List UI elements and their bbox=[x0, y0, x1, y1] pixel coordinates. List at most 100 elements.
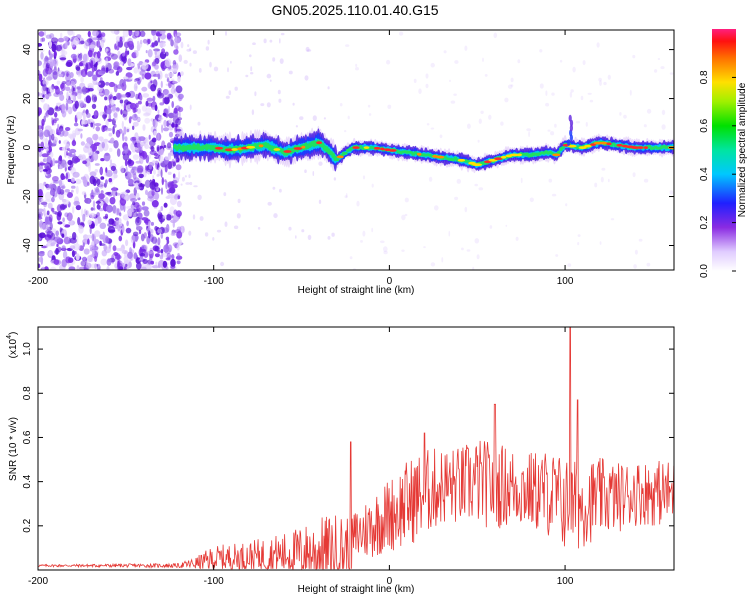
noise-speck bbox=[44, 199, 52, 203]
noise-speck bbox=[72, 206, 75, 214]
ridge-core bbox=[246, 145, 256, 149]
noise-speck bbox=[89, 171, 97, 177]
ridge-core bbox=[643, 146, 649, 150]
noise-speck bbox=[288, 70, 293, 75]
noise-speck bbox=[188, 174, 191, 179]
noise-speck bbox=[108, 132, 113, 137]
noise-speck bbox=[386, 59, 391, 65]
noise-speck bbox=[84, 209, 90, 218]
noise-speck bbox=[224, 221, 228, 227]
noise-speck bbox=[48, 40, 53, 49]
noise-speck bbox=[59, 189, 65, 195]
noise-speck bbox=[86, 234, 93, 239]
noise-speck bbox=[500, 121, 504, 126]
noise-speck bbox=[187, 44, 190, 48]
noise-speck bbox=[146, 170, 151, 175]
noise-speck bbox=[507, 84, 513, 89]
noise-speck bbox=[97, 92, 104, 96]
noise-speck bbox=[185, 182, 190, 185]
noise-speck bbox=[661, 124, 666, 130]
noise-speck bbox=[548, 178, 553, 183]
noise-speck bbox=[45, 34, 52, 39]
ridge-core bbox=[373, 146, 381, 150]
noise-speck bbox=[91, 233, 95, 242]
noise-speck bbox=[272, 57, 276, 62]
noise-speck bbox=[55, 230, 59, 237]
noise-speck bbox=[108, 229, 116, 233]
noise-speck bbox=[116, 262, 123, 270]
noise-speck bbox=[355, 67, 359, 71]
noise-speck bbox=[115, 45, 120, 51]
noise-speck bbox=[142, 124, 146, 131]
noise-speck bbox=[133, 252, 138, 260]
noise-speck bbox=[152, 119, 158, 128]
noise-speck bbox=[96, 178, 101, 185]
noise-speck bbox=[61, 230, 66, 234]
noise-speck bbox=[148, 164, 152, 170]
noise-speck bbox=[91, 94, 98, 103]
noise-speck bbox=[153, 130, 157, 136]
noise-speck bbox=[124, 172, 128, 177]
noise-speck bbox=[74, 85, 77, 92]
noise-speck bbox=[98, 193, 105, 200]
noise-speck bbox=[73, 243, 81, 251]
y-tick-label: -40 bbox=[22, 238, 33, 253]
noise-speck bbox=[143, 169, 147, 178]
noise-speck bbox=[42, 79, 49, 86]
noise-speck bbox=[77, 217, 81, 226]
noise-speck bbox=[250, 66, 253, 72]
noise-speck bbox=[94, 218, 99, 227]
noise-speck bbox=[189, 62, 192, 67]
noise-speck bbox=[48, 73, 54, 80]
ridge-segment bbox=[335, 158, 340, 161]
noise-speck bbox=[175, 32, 182, 37]
noise-speck bbox=[166, 252, 171, 260]
ridge-core bbox=[494, 157, 503, 161]
noise-speck bbox=[453, 93, 457, 96]
noise-speck bbox=[95, 82, 102, 86]
y-multiplier-base: (x10 bbox=[8, 338, 19, 358]
noise-speck bbox=[441, 257, 444, 263]
noise-speck bbox=[122, 214, 130, 221]
x-tick-label: 0 bbox=[387, 576, 393, 587]
noise-speck bbox=[399, 31, 404, 36]
spectrogram-image bbox=[38, 30, 674, 270]
noise-speck bbox=[184, 175, 187, 178]
noise-speck bbox=[61, 81, 67, 85]
noise-speck bbox=[102, 231, 106, 239]
noise-speck bbox=[193, 185, 198, 188]
noise-speck bbox=[228, 90, 232, 96]
noise-speck bbox=[249, 54, 252, 58]
colorbar-ticks: 0.0 0.2 0.4 0.6 0.8 bbox=[699, 70, 736, 278]
noise-speck bbox=[269, 79, 272, 82]
noise-speck bbox=[139, 30, 146, 37]
noise-speck bbox=[85, 95, 91, 104]
noise-speck bbox=[51, 83, 55, 90]
noise-speck bbox=[189, 181, 193, 186]
noise-speck bbox=[105, 179, 108, 185]
noise-speck bbox=[456, 178, 461, 184]
noise-speck bbox=[171, 101, 174, 108]
noise-speck bbox=[120, 109, 123, 115]
noise-speck bbox=[38, 251, 45, 257]
noise-speck bbox=[112, 245, 117, 252]
noise-speck bbox=[89, 175, 96, 185]
noise-speck bbox=[143, 209, 150, 217]
noise-speck bbox=[73, 37, 80, 46]
noise-speck bbox=[450, 100, 456, 104]
noise-speck bbox=[368, 113, 372, 116]
noise-speck bbox=[129, 116, 133, 120]
noise-speck bbox=[577, 242, 580, 246]
noise-speck bbox=[163, 88, 170, 98]
noise-speck bbox=[113, 83, 118, 93]
noise-speck bbox=[149, 139, 156, 147]
noise-speck bbox=[367, 104, 371, 108]
noise-speck bbox=[82, 53, 88, 62]
noise-speck bbox=[150, 221, 154, 226]
noise-speck bbox=[669, 72, 674, 75]
noise-speck bbox=[113, 113, 118, 121]
ridge-core bbox=[417, 152, 422, 156]
noise-speck bbox=[383, 250, 388, 255]
noise-speck bbox=[132, 121, 139, 127]
